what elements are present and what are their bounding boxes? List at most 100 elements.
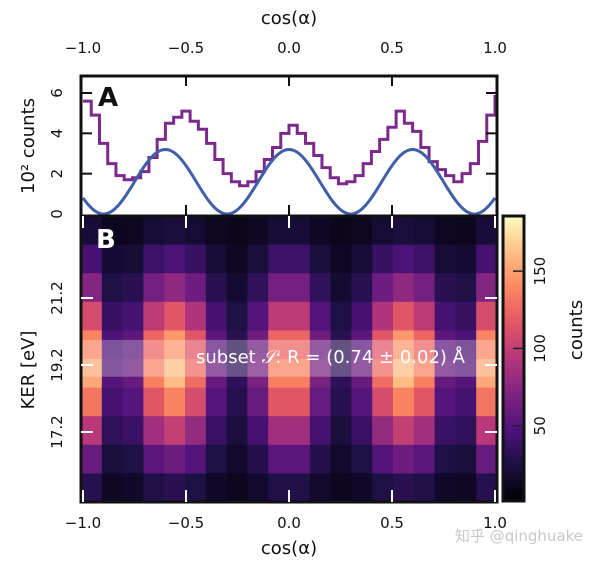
heatmap-cell (226, 216, 248, 246)
heatmap-cell (247, 416, 269, 446)
heatmap-cell (289, 244, 311, 274)
heatmap-cell (143, 387, 165, 417)
heatmap-cell (372, 473, 394, 503)
heatmap-cell (185, 273, 207, 303)
heatmap-cell (330, 473, 352, 503)
bottom-xtick-label: 0.5 (380, 514, 404, 532)
heatmap-cell (351, 330, 373, 360)
heatmap-cell (268, 387, 290, 417)
colorbar: 50 100 150 counts (501, 214, 587, 503)
heatmap-cell (330, 216, 352, 246)
heatmap-cell (101, 330, 124, 360)
heatmap-cell (434, 444, 456, 474)
heatmap-cell (434, 301, 456, 331)
heatmap-cell (122, 301, 144, 331)
heatmap-cell (122, 416, 144, 446)
heatmap-cell (309, 330, 332, 360)
bottom-xtick-labels: −1.0 −0.5 0.0 0.5 1.0 (65, 514, 507, 532)
heatmap-cell (101, 216, 124, 246)
heatmap-cell (289, 301, 311, 331)
heatmap-cell (101, 416, 124, 446)
heatmap-cell (330, 444, 352, 474)
heatmap-cell (185, 444, 207, 474)
heatmap-cell (455, 416, 477, 446)
heatmap-cell (164, 473, 186, 503)
heatmap-cell (393, 473, 415, 503)
heatmap-cell (101, 473, 124, 503)
heatmap-cell (122, 330, 144, 360)
heatmap-cell (185, 416, 207, 446)
heatmap-cell (81, 244, 103, 274)
heatmap-cell (164, 359, 186, 389)
annotation-prefix: subset (196, 347, 261, 368)
heatmap-cell (164, 273, 186, 303)
panel-b-ylabel: KER [eV] (18, 331, 39, 410)
heatmap-cell (393, 444, 415, 474)
heatmap-cell (164, 330, 186, 360)
bottom-xtick-label: 1.0 (483, 514, 507, 532)
heatmap-cell (309, 473, 332, 503)
heatmap-cell (226, 273, 248, 303)
heatmap-cell (81, 216, 103, 246)
heatmap-cell (372, 216, 394, 246)
heatmap-cell (205, 359, 228, 389)
heatmap-cell (81, 416, 103, 446)
heatmap-cell (372, 387, 394, 417)
heatmap-cell (289, 359, 311, 389)
heatmap-cell (226, 359, 248, 389)
heatmap-cell (185, 359, 207, 389)
top-xtick-label: −0.5 (168, 39, 204, 57)
heatmap-cell (289, 416, 311, 446)
panel-a-frame (79, 74, 499, 218)
heatmap-cell (476, 359, 498, 389)
heatmap-cell (372, 273, 394, 303)
bottom-xtick-label: −0.5 (168, 514, 204, 532)
heatmap-cell (205, 301, 228, 331)
heatmap-cell (122, 216, 144, 246)
heatmap-cell (351, 444, 373, 474)
heatmap-cell (164, 244, 186, 274)
heatmap-cell (185, 244, 207, 274)
heatmap-cell (455, 273, 477, 303)
heatmap-cell (309, 444, 332, 474)
heatmap-cell (122, 359, 144, 389)
heatmap-cell (434, 387, 456, 417)
colorbar-tick-label: 50 (531, 416, 549, 435)
heatmap-cell (268, 416, 290, 446)
heatmap-cell (455, 244, 477, 274)
heatmap-cell (268, 273, 290, 303)
heatmap-cell (330, 359, 352, 389)
heatmap-cell (330, 244, 352, 274)
heatmap-cell (247, 444, 269, 474)
heatmap-cell (330, 416, 352, 446)
heatmap-cell (351, 473, 373, 503)
panel-b-ytick-label: 21.2 (48, 281, 66, 314)
heatmap-cell (309, 301, 332, 331)
panel-b-ytick-label: 19.2 (48, 348, 66, 381)
panel-a: A 0 2 4 6 10² counts (18, 74, 499, 219)
heatmap-cell (309, 273, 332, 303)
heatmap-cell (289, 387, 311, 417)
heatmap-cell (413, 273, 436, 303)
heatmap-cell (226, 330, 248, 360)
heatmap-cell (268, 301, 290, 331)
heatmap-cell (393, 359, 415, 389)
heatmap-cell (143, 473, 165, 503)
panel-a-ytick-label: 4 (48, 129, 66, 139)
top-xtick-label: −1.0 (65, 39, 101, 57)
colorbar-tick-label: 100 (531, 334, 549, 363)
heatmap-cell (247, 473, 269, 503)
panel-b: subset 𝒮: R = (0.74 ± 0.02) Å B 17.2 19.2… (18, 214, 499, 504)
heatmap-cell (434, 330, 456, 360)
heatmap-cell (476, 444, 498, 474)
heatmap-cell (330, 301, 352, 331)
heatmap-cell (289, 216, 311, 246)
heatmap-cell (81, 387, 103, 417)
model-curve (81, 147, 497, 215)
heatmap-cell (393, 330, 415, 360)
heatmap-cell (143, 330, 165, 360)
heatmap-cell (268, 359, 290, 389)
heatmap-cell (205, 416, 228, 446)
top-xlabel: cos(α) (261, 8, 317, 29)
